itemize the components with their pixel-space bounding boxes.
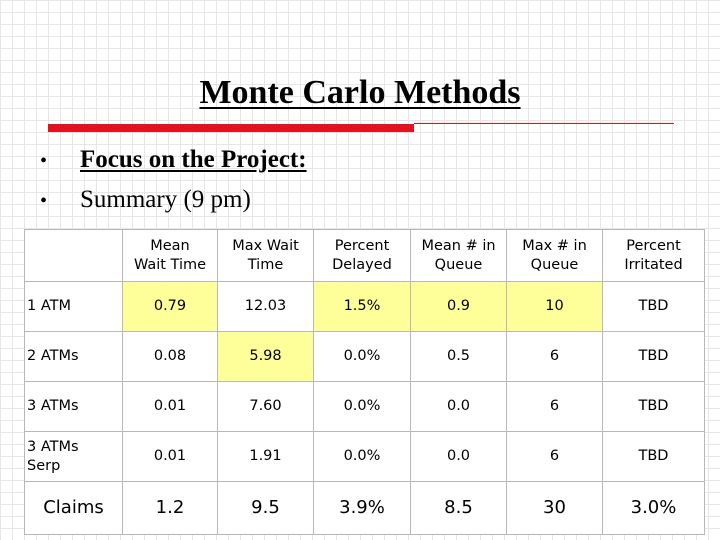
table-cell: 0.0% [313, 381, 411, 432]
header-cell: Percent Delayed [313, 229, 411, 282]
table-cell: TBD [602, 281, 705, 332]
table-cell: 0.79 [122, 281, 218, 332]
title-accent-line [414, 123, 674, 124]
bullet-marker: • [40, 150, 48, 172]
table-cell: 5.98 [217, 331, 314, 382]
table-cell: 0.01 [122, 431, 218, 482]
table-cell: 30 [506, 481, 603, 535]
table-cell: 6 [506, 331, 603, 382]
table-cell: 0.5 [410, 331, 507, 382]
bullet-text: Focus on the Project: [80, 146, 307, 173]
table-cell: 0.0% [313, 431, 411, 482]
table-cell: 1.5% [313, 281, 411, 332]
summary-table: Mean Wait Time Max Wait Time Percent Delaye… [24, 229, 705, 535]
bullet-list: • Focus on the Project: • Summary (9 pm) [40, 146, 307, 226]
table-cell: 3.0% [602, 481, 705, 535]
table-row: 2 ATMs 0.08 5.98 0.0% 0.5 6 TBD [24, 331, 705, 382]
table-row: 3 ATMs 0.01 7.60 0.0% 0.0 6 TBD [24, 381, 705, 432]
slide-title: Monte Carlo Methods [199, 74, 521, 111]
header-cell: Percent Irritated [602, 229, 705, 282]
table-cell: 1.91 [217, 431, 314, 482]
table-cell: 3.9% [313, 481, 411, 535]
header-cell: Mean # in Queue [410, 229, 507, 282]
bullet-item: • Focus on the Project: [40, 146, 307, 186]
table-cell: TBD [602, 381, 705, 432]
table-cell: 0.0% [313, 331, 411, 382]
table-cell: 0.9 [410, 281, 507, 332]
table-row: 3 ATMs Serp 0.01 1.91 0.0% 0.0 6 TBD [24, 431, 705, 482]
table-cell: 1.2 [122, 481, 218, 535]
table-cell: 6 [506, 431, 603, 482]
table-cell: 7.60 [217, 381, 314, 432]
slide-title-wrap: Monte Carlo Methods [0, 74, 720, 112]
table-row: 1 ATM 0.79 12.03 1.5% 0.9 10 TBD [24, 281, 705, 332]
table-footer-row: Claims 1.2 9.5 3.9% 8.5 30 3.0% [24, 481, 705, 535]
table-cell: 0.0 [410, 381, 507, 432]
row-label: 3 ATMs [24, 381, 123, 432]
header-cell-corner [24, 229, 123, 282]
row-label: Claims [24, 481, 123, 535]
bullet-marker: • [40, 190, 48, 212]
table-cell: 12.03 [217, 281, 314, 332]
table-cell: 8.5 [410, 481, 507, 535]
bullet-item: • Summary (9 pm) [40, 186, 307, 226]
table-cell: 0.01 [122, 381, 218, 432]
table-cell: 9.5 [217, 481, 314, 535]
header-cell: Max Wait Time [217, 229, 314, 282]
table-cell: TBD [602, 331, 705, 382]
table-cell: 0.08 [122, 331, 218, 382]
row-label: 3 ATMs Serp [24, 431, 123, 482]
header-cell: Max # in Queue [506, 229, 603, 282]
bullet-text: Summary (9 pm) [80, 186, 251, 213]
table-header-row: Mean Wait Time Max Wait Time Percent Delaye… [24, 229, 705, 282]
row-label: 1 ATM [24, 281, 123, 332]
table-cell: 6 [506, 381, 603, 432]
title-accent-bar [48, 124, 414, 132]
table-cell: 0.0 [410, 431, 507, 482]
table-cell: 10 [506, 281, 603, 332]
table-cell: TBD [602, 431, 705, 482]
header-cell: Mean Wait Time [122, 229, 218, 282]
row-label: 2 ATMs [24, 331, 123, 382]
